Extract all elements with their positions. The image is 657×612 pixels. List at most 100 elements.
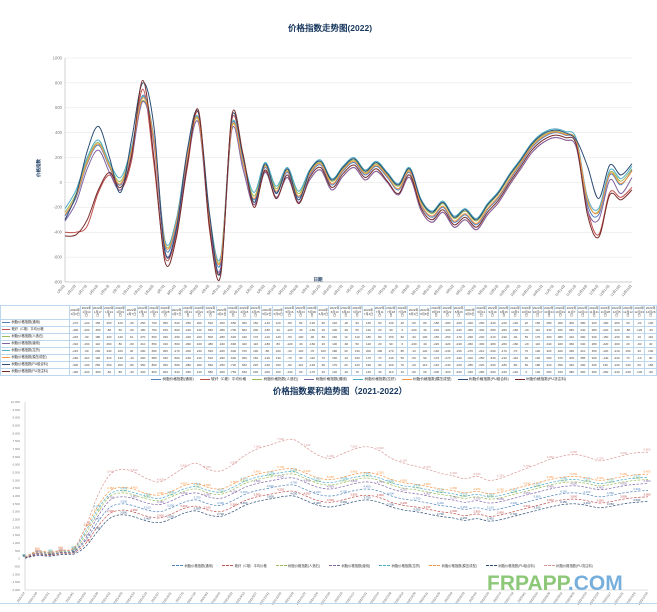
top-chart-title: 价格指数走势图(2022) bbox=[288, 23, 372, 33]
watermark-green-text: FRPAPP bbox=[487, 572, 568, 595]
table-cell: -210 bbox=[68, 347, 82, 355]
x-tick-label: 2021/10/11 bbox=[258, 591, 270, 606]
table-cell: -360 bbox=[486, 368, 499, 376]
table-cell: 80 bbox=[418, 319, 432, 327]
x-tick-label: 2月14日 bbox=[122, 284, 133, 296]
table-cell: 160 bbox=[193, 340, 206, 348]
divider-line bbox=[0, 603, 657, 604]
x-tick-label: 3月14日 bbox=[166, 284, 177, 296]
series-line bbox=[24, 471, 649, 558]
x-tick-label: 1月24日 bbox=[88, 284, 99, 296]
table-date-header: 2022年2月14日 bbox=[136, 305, 149, 320]
data-label: 5,350 bbox=[267, 470, 274, 474]
table-cell: 180 bbox=[531, 361, 544, 369]
table-cell: 250 bbox=[136, 319, 149, 327]
table-row: 树脂价格指数(通用) -270 -120 150 300 120 -20 250 700 350-… bbox=[0, 319, 657, 327]
table-cell: 30 bbox=[633, 347, 646, 355]
x-tick-label: 10月17日 bbox=[510, 284, 522, 297]
top-chart: 价格指数走势图(2022) 价格指数 日期 1000 800 600 400 200 0 -… bbox=[35, 23, 633, 297]
y-tick-label: 3,000 bbox=[12, 510, 20, 514]
table-cell: -300 bbox=[441, 368, 454, 376]
table-cell: -260 bbox=[497, 340, 510, 348]
table-date-header: 2022年4月25日 bbox=[249, 305, 262, 320]
table-cell: -170 bbox=[305, 368, 319, 376]
table-cell: -300 bbox=[486, 361, 499, 369]
table-date-header: 2022年5月23日 bbox=[294, 305, 307, 320]
table-row: 树脂价格指数(缠绕) -310 -160 110 260 80 -60 210 650 310 -5… bbox=[0, 340, 657, 348]
table-cell: 450 bbox=[102, 361, 116, 369]
x-tick-label: 8月22日 bbox=[422, 284, 433, 296]
table-cell: 220 bbox=[249, 361, 262, 369]
table-cell: 200 bbox=[193, 319, 206, 327]
data-label: 3,100 bbox=[487, 506, 494, 510]
table-cell: -100 bbox=[80, 361, 93, 369]
data-label: 3,300 bbox=[230, 503, 237, 507]
x-axis-title: 日期 bbox=[314, 276, 323, 283]
table-date-header: 2022年11月21日 bbox=[587, 305, 601, 320]
x-tick-label: 7月11日 bbox=[355, 284, 366, 296]
data-label: 3,750 bbox=[107, 496, 114, 500]
x-tick-label: 11月14日 bbox=[554, 284, 566, 297]
y-tick-label: 500 bbox=[15, 549, 20, 553]
table-cell: 430 bbox=[565, 347, 578, 355]
table-cell: 500 bbox=[238, 326, 251, 334]
table-cell: -290 bbox=[486, 347, 499, 355]
table-cell: 380 bbox=[576, 319, 589, 327]
series-line bbox=[24, 477, 649, 559]
chart-data-table: 2022年1月3日 2022年1月10日 2022年1月17日 2022年1月24日 2… bbox=[0, 305, 657, 376]
table-cell: 150 bbox=[328, 354, 341, 362]
data-label: 3,250 bbox=[167, 503, 174, 507]
table-cell: -50 bbox=[407, 354, 420, 362]
x-tick-label: 2021/1/4 bbox=[16, 591, 26, 603]
table-cell: 240 bbox=[193, 347, 206, 355]
table-cell: 10 bbox=[125, 333, 138, 341]
data-label: 7,500 bbox=[277, 437, 284, 441]
table-cell: -490 bbox=[170, 333, 183, 341]
table-cell: 280 bbox=[587, 326, 601, 334]
table-cell: 240 bbox=[542, 326, 556, 334]
data-label: 4,150 bbox=[340, 489, 347, 493]
x-tick-label: 12月12日 bbox=[599, 284, 611, 297]
data-label: 6,000 bbox=[230, 460, 237, 464]
table-cell: -470 bbox=[170, 347, 183, 355]
y-tick-label: 6,000 bbox=[12, 463, 20, 467]
data-label: 4,650 bbox=[534, 481, 541, 485]
series-line bbox=[24, 484, 649, 559]
table-cell: -180 bbox=[497, 361, 510, 369]
data-label: 420 bbox=[35, 548, 40, 552]
data-label: 3,600 bbox=[547, 498, 554, 502]
data-label: 3,000 bbox=[413, 507, 420, 511]
table-cell: -20 bbox=[125, 319, 138, 327]
data-label: 3,350 bbox=[607, 502, 614, 506]
table-cell: -420 bbox=[610, 326, 623, 334]
data-label: 4,050 bbox=[523, 491, 530, 495]
table-cell: -720 bbox=[226, 361, 240, 369]
data-label: 3,800 bbox=[534, 495, 541, 499]
table-cell: -130 bbox=[429, 347, 443, 355]
y-tick-label: 400 bbox=[55, 130, 63, 135]
table-cell: -290 bbox=[215, 354, 228, 362]
table-cell: 20 bbox=[373, 340, 386, 348]
x-tick-label: 2022/8/1 bbox=[517, 591, 527, 603]
table-cell: 130 bbox=[644, 347, 657, 355]
table-cell: 40 bbox=[317, 368, 330, 376]
table-cell: 160 bbox=[362, 319, 375, 327]
data-label: 4,250 bbox=[277, 488, 284, 492]
data-label: 5,550 bbox=[290, 467, 297, 471]
table-cell: -400 bbox=[80, 326, 93, 334]
table-cell: -30 bbox=[407, 333, 420, 341]
table-cell: -310 bbox=[463, 354, 477, 362]
data-label: 3,950 bbox=[204, 492, 211, 496]
data-label: 2,000 bbox=[84, 523, 91, 527]
table-cell: 110 bbox=[418, 361, 432, 369]
y-tick-label: 200 bbox=[55, 155, 63, 160]
table-cell: 410 bbox=[565, 333, 578, 341]
series-line bbox=[64, 79, 633, 282]
table-cell: 340 bbox=[576, 340, 589, 348]
x-tick-label: 4月25日 bbox=[233, 284, 244, 296]
table-date-header: 2022年1月17日 bbox=[91, 305, 104, 320]
table-cell: -500 bbox=[170, 354, 183, 362]
data-label: 6,350 bbox=[547, 455, 554, 459]
data-label: 3,400 bbox=[240, 501, 247, 505]
table-cell: 90 bbox=[384, 326, 398, 334]
